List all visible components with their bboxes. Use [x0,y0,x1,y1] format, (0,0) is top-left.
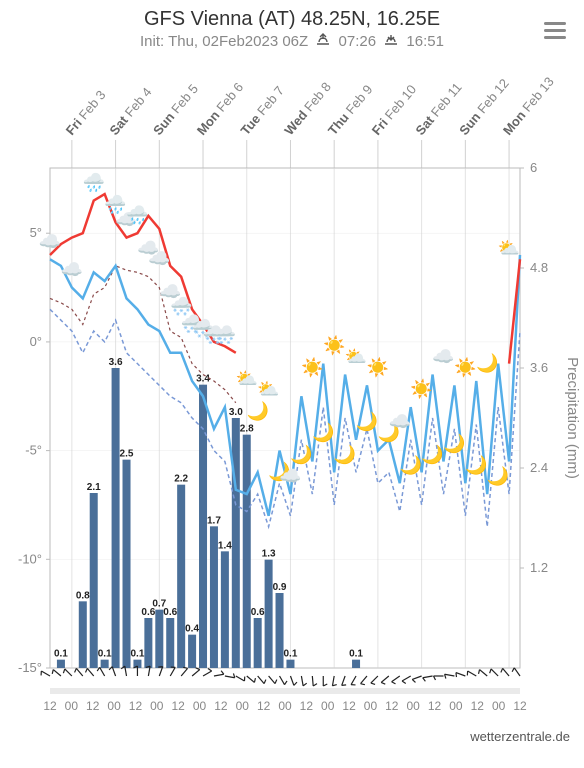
svg-text:3.6: 3.6 [109,357,123,368]
svg-text:0.9: 0.9 [273,582,287,593]
svg-text:☁️: ☁️ [61,260,83,280]
svg-text:-10°: -10° [18,551,42,566]
svg-text:12: 12 [86,699,100,713]
svg-text:12: 12 [257,699,271,713]
init-text: Init: Thu, 02Feb2023 06Z [140,33,308,50]
svg-text:🌙: 🌙 [421,443,443,465]
svg-text:00: 00 [107,699,121,713]
menu-button[interactable] [544,18,566,43]
svg-text:🌨️: 🌨️ [214,324,236,345]
svg-text:2.2: 2.2 [174,474,188,485]
svg-text:4.8: 4.8 [530,260,548,275]
svg-text:2.8: 2.8 [240,424,254,435]
svg-text:00: 00 [407,699,421,713]
attribution: wetterzentrale.de [470,729,570,744]
svg-text:0.1: 0.1 [130,649,144,660]
svg-text:⛅: ⛅ [345,347,367,367]
svg-text:3.6: 3.6 [530,360,548,375]
svg-text:12: 12 [513,699,527,713]
svg-text:🌙: 🌙 [334,443,356,465]
svg-text:☁️: ☁️ [39,231,61,251]
svg-text:☁️: ☁️ [148,249,170,269]
svg-text:12: 12 [214,699,228,713]
chart-title: GFS Vienna (AT) 48.25N, 16.25E [0,8,584,31]
svg-text:0.1: 0.1 [98,649,112,660]
svg-text:Sat Feb 4: Sat Feb 4 [106,85,154,138]
svg-text:Local time (UTC+1): Local time (UTC+1) [220,717,350,718]
svg-text:🌙: 🌙 [476,352,498,374]
svg-text:00: 00 [449,699,463,713]
svg-text:00: 00 [492,699,506,713]
svg-text:Precipitation (mm): Precipitation (mm) [564,357,581,479]
svg-text:🌙: 🌙 [443,432,465,454]
svg-text:12: 12 [43,699,57,713]
sunrise-icon [314,33,332,51]
svg-text:☀️: ☀️ [454,356,476,378]
svg-text:0.1: 0.1 [349,649,363,660]
svg-text:⛅: ⛅ [236,368,258,388]
svg-text:Fri Feb 10: Fri Feb 10 [369,82,420,138]
svg-text:2.4: 2.4 [530,460,548,475]
svg-text:⛅: ⛅ [257,379,279,399]
svg-text:🌙: 🌙 [399,454,421,476]
svg-text:🌙: 🌙 [312,422,334,444]
svg-text:Tue Feb 7: Tue Feb 7 [238,83,287,138]
svg-text:1.3: 1.3 [262,549,276,560]
svg-text:00: 00 [150,699,164,713]
svg-text:🌧️: 🌧️ [83,172,105,194]
svg-text:12: 12 [428,699,442,713]
svg-text:12: 12 [471,699,485,713]
svg-text:☁️: ☁️ [389,412,411,432]
svg-text:🌙: 🌙 [465,454,487,476]
svg-text:⛅: ⛅ [498,238,520,258]
svg-text:☁️: ☁️ [432,347,454,367]
svg-text:🌙: 🌙 [356,411,378,433]
svg-text:0.1: 0.1 [284,649,298,660]
svg-text:1.7: 1.7 [207,515,221,526]
svg-text:12: 12 [342,699,356,713]
svg-text:12: 12 [129,699,143,713]
svg-text:6: 6 [530,160,537,175]
svg-text:☀️: ☀️ [301,356,323,378]
svg-text:-5°: -5° [25,443,42,458]
svg-text:☀️: ☀️ [323,335,345,357]
chart-subtitle: Init: Thu, 02Feb2023 06Z 07:26 16:51 [0,33,584,51]
svg-text:3.0: 3.0 [229,407,243,418]
svg-text:1.4: 1.4 [218,540,232,551]
svg-text:0.6: 0.6 [163,607,177,618]
svg-text:Fri Feb 3: Fri Feb 3 [63,87,109,138]
svg-text:2.5: 2.5 [120,449,134,460]
svg-text:2.1: 2.1 [87,482,101,493]
svg-text:00: 00 [193,699,207,713]
chart-header: GFS Vienna (AT) 48.25N, 16.25E Init: Thu… [0,0,584,51]
svg-text:12: 12 [300,699,314,713]
svg-text:☀️: ☀️ [367,356,389,378]
svg-text:0°: 0° [30,334,42,349]
svg-text:00: 00 [364,699,378,713]
svg-text:Sun Feb 5: Sun Feb 5 [150,81,201,138]
weather-chart: Fri Feb 3Sat Feb 4Sun Feb 5Mon Feb 6Tue … [0,58,584,718]
svg-text:0.6: 0.6 [251,607,265,618]
sunrise-time: 07:26 [339,33,377,50]
svg-text:🌧️: 🌧️ [126,204,148,226]
svg-text:1.2: 1.2 [530,560,548,575]
svg-text:-15°: -15° [18,660,42,675]
svg-text:0.1: 0.1 [54,649,68,660]
sunset-time: 16:51 [406,33,444,50]
svg-text:🌙: 🌙 [290,443,312,465]
svg-text:00: 00 [65,699,79,713]
svg-text:00: 00 [278,699,292,713]
svg-text:0.8: 0.8 [76,590,90,601]
svg-text:0.4: 0.4 [185,624,199,635]
svg-text:🌙: 🌙 [487,465,509,487]
svg-text:☀️: ☀️ [410,378,432,400]
svg-text:00: 00 [321,699,335,713]
svg-text:🌙: 🌙 [246,400,268,422]
svg-text:12: 12 [172,699,186,713]
svg-text:12: 12 [385,699,399,713]
sunset-icon [382,33,400,51]
svg-text:☁️: ☁️ [279,466,301,486]
svg-text:00: 00 [236,699,250,713]
